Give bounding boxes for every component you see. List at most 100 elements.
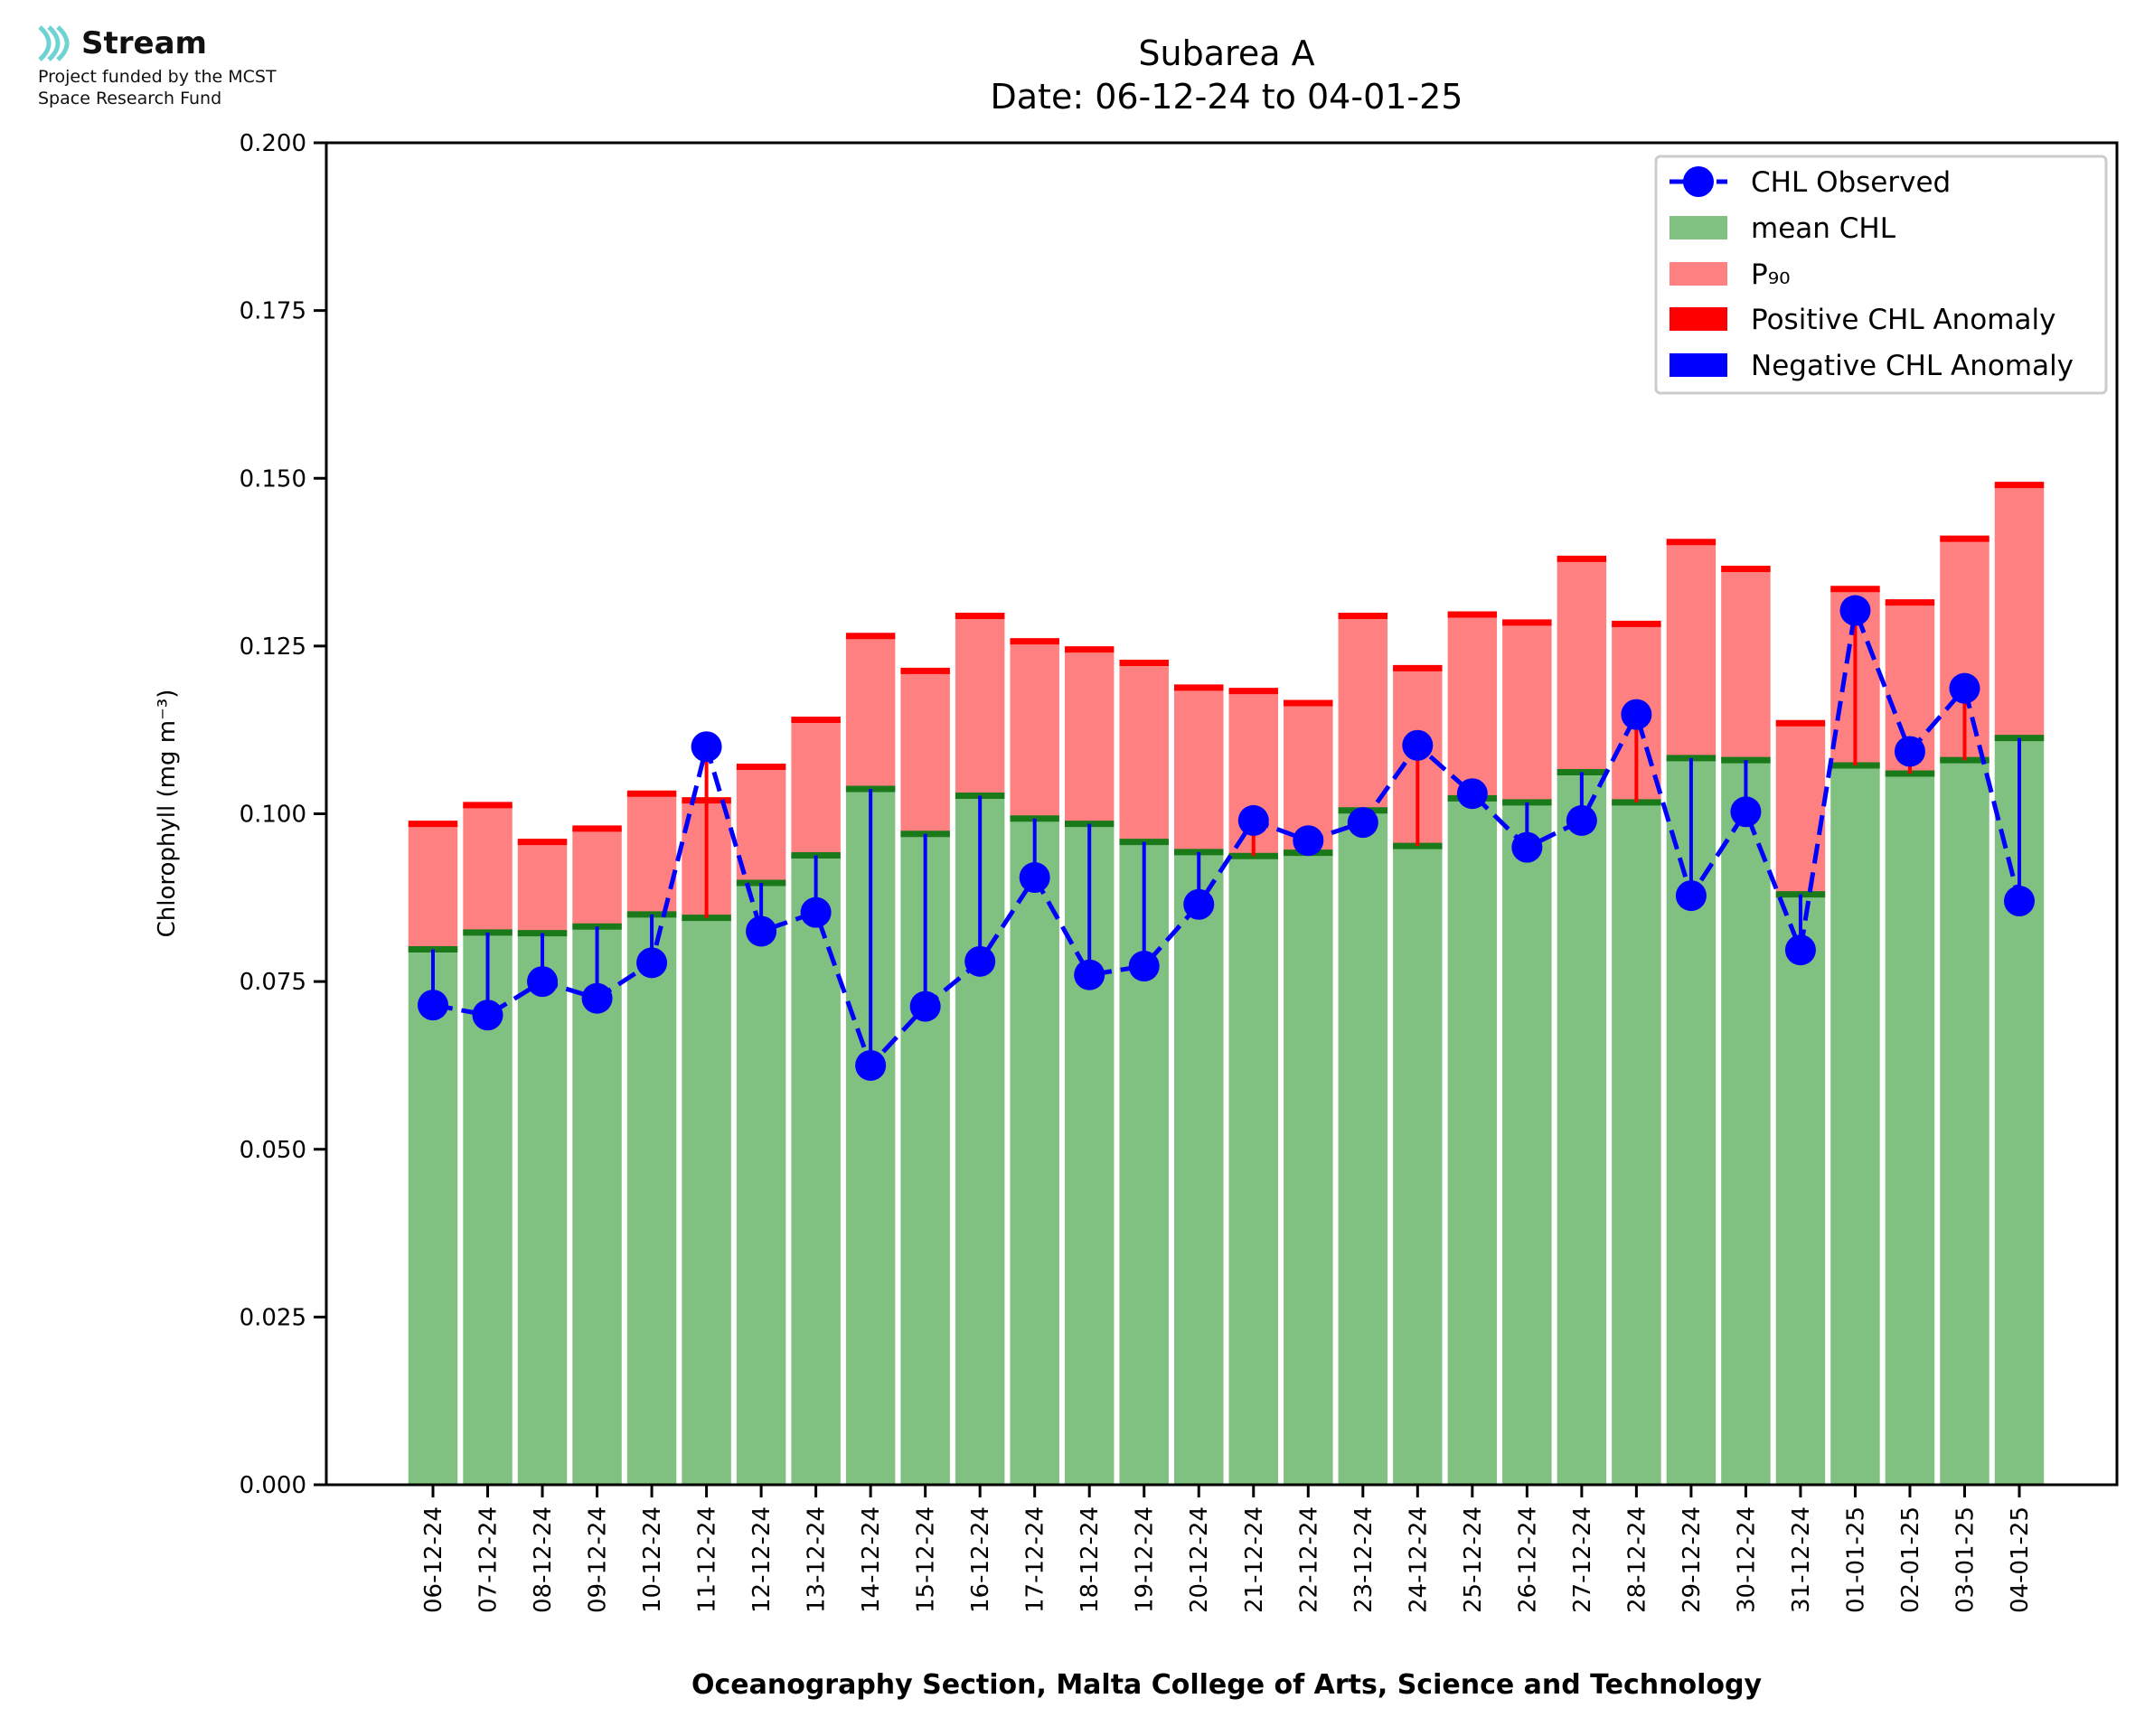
p90-bar <box>1502 622 1552 802</box>
legend-label: Negative CHL Anomaly <box>1751 350 2074 382</box>
x-tick-label: 09-12-24 <box>585 1506 612 1613</box>
p90-bar <box>1338 615 1388 811</box>
x-tick-label: 08-12-24 <box>530 1506 557 1613</box>
observed-point <box>964 945 996 977</box>
mean-bar <box>1393 846 1443 1485</box>
observed-point <box>1675 880 1707 912</box>
p90-bar <box>572 828 622 927</box>
p90-bar <box>900 671 950 834</box>
y-tick-label: 0.200 <box>240 130 306 157</box>
observed-point <box>2004 886 2035 917</box>
x-tick-label: 03-01-25 <box>1952 1506 1979 1613</box>
x-tick-label: 01-01-25 <box>1842 1506 1869 1613</box>
observed-point <box>472 999 503 1031</box>
mean-bar <box>1447 798 1498 1485</box>
mean-bar <box>408 949 458 1485</box>
x-tick-label: 10-12-24 <box>639 1506 666 1613</box>
x-axis-label: Oceanography Section, Malta College of A… <box>691 1669 1763 1701</box>
y-tick-label: 0.175 <box>240 298 306 325</box>
legend-label: P₉₀ <box>1751 258 1791 291</box>
x-tick-label: 28-12-24 <box>1623 1506 1651 1613</box>
legend-label: Positive CHL Anomaly <box>1751 304 2055 336</box>
observed-point <box>1237 804 1269 836</box>
p90-bar <box>1775 723 1826 895</box>
legend-negative-swatch <box>1670 353 1727 377</box>
observed-point <box>1784 934 1816 966</box>
legend-label: CHL Observed <box>1751 166 1951 199</box>
x-tick-label: 21-12-24 <box>1241 1506 1268 1613</box>
mean-bar <box>1612 802 1661 1485</box>
x-tick-label: 11-12-24 <box>694 1506 721 1613</box>
y-axis-label: Chlorophyll (mg m⁻³) <box>154 690 181 938</box>
chart-subtitle: Date: 06-12-24 to 04-01-25 <box>991 77 1463 117</box>
p90-bar <box>463 804 513 933</box>
stream-waves-icon <box>38 25 70 61</box>
legend-label: mean CHL <box>1751 212 1896 245</box>
observed-point <box>1128 951 1160 982</box>
mean-bar <box>626 914 677 1485</box>
observed-point <box>1183 888 1215 920</box>
p90-bar <box>1119 662 1169 842</box>
observed-point <box>1293 825 1324 857</box>
mean-bar <box>791 855 841 1485</box>
y-tick-label: 0.025 <box>240 1304 306 1331</box>
legend-observed-handle-marker <box>1683 166 1714 197</box>
x-tick-label: 22-12-24 <box>1295 1506 1322 1613</box>
p90-bar <box>736 766 786 883</box>
observed-point <box>1511 831 1543 863</box>
mean-bar <box>1228 856 1278 1485</box>
mean-bar <box>1010 818 1059 1485</box>
y-tick-label: 0.000 <box>240 1472 306 1499</box>
observed-point <box>1566 804 1597 836</box>
x-tick-label: 26-12-24 <box>1514 1506 1541 1613</box>
mean-bar <box>682 917 731 1485</box>
observed-point <box>1074 959 1105 990</box>
x-tick-label: 29-12-24 <box>1679 1506 1706 1613</box>
mean-bar <box>572 926 622 1485</box>
x-tick-label: 31-12-24 <box>1788 1506 1815 1613</box>
p90-bar <box>626 793 677 915</box>
observed-point <box>1347 807 1378 839</box>
legend-box <box>1654 155 2108 395</box>
x-tick-label: 07-12-24 <box>475 1506 503 1613</box>
p90-bar <box>1666 541 1717 758</box>
observed-point <box>527 966 559 998</box>
x-tick-label: 19-12-24 <box>1132 1506 1159 1613</box>
mean-bar <box>1284 852 1333 1485</box>
observed-point <box>800 896 832 928</box>
x-tick-label: 04-01-25 <box>2007 1506 2034 1613</box>
mean-bar <box>1557 772 1607 1485</box>
legend-p90-swatch <box>1670 262 1727 286</box>
x-tick-label: 12-12-24 <box>748 1506 776 1613</box>
observed-point <box>1839 595 1871 626</box>
p90-bar <box>1174 687 1224 852</box>
observed-point <box>909 990 941 1022</box>
p90-bar <box>1994 484 2045 738</box>
x-tick-label: 27-12-24 <box>1569 1506 1596 1613</box>
observed-point <box>636 947 668 979</box>
observed-point <box>1402 729 1434 761</box>
observed-point <box>581 982 613 1014</box>
observed-point <box>418 990 448 1021</box>
mean-bar <box>517 933 568 1485</box>
mean-bar <box>1830 765 1880 1485</box>
p90-bar <box>517 841 568 934</box>
y-tick-label: 0.050 <box>240 1137 306 1164</box>
mean-bar <box>1940 760 1989 1485</box>
p90-bar <box>1010 641 1059 819</box>
logo-funding-line2: Space Research Fund <box>38 89 222 108</box>
observed-point <box>1730 796 1762 828</box>
x-tick-label: 13-12-24 <box>804 1506 831 1613</box>
observed-point <box>746 915 777 947</box>
mean-bar <box>1338 810 1388 1485</box>
x-tick-label: 20-12-24 <box>1186 1506 1213 1613</box>
plot-area: 0.000 0.025 0.050 0.075 0.100 0.125 0.150 0.175… <box>240 130 2119 1613</box>
x-tick-label: 25-12-24 <box>1460 1506 1487 1613</box>
p90-bar <box>1447 614 1498 799</box>
p90-bar <box>1064 649 1115 824</box>
observed-point <box>855 1049 887 1081</box>
observed-point <box>1949 672 1980 704</box>
mean-bar <box>1721 760 1771 1485</box>
legend-positive-swatch <box>1670 307 1727 331</box>
